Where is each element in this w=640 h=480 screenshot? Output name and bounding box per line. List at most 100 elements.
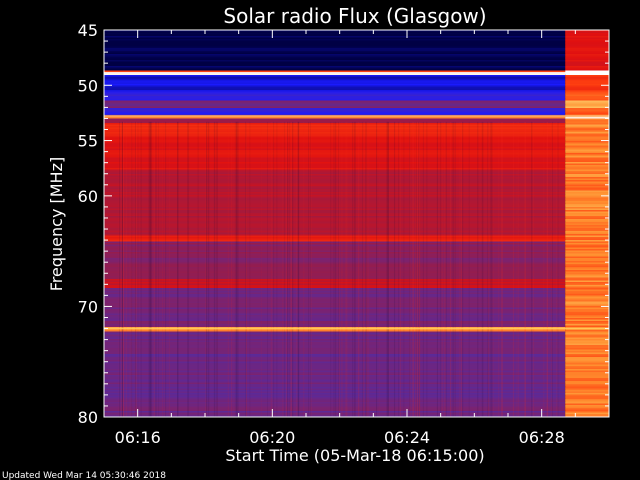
spectrogram-row bbox=[104, 76, 566, 79]
spectrogram-row bbox=[104, 198, 566, 200]
texture-streak bbox=[177, 121, 179, 417]
burst-row bbox=[565, 279, 609, 281]
texture-streak bbox=[309, 121, 311, 417]
burst-row bbox=[565, 270, 609, 272]
burst-row bbox=[565, 43, 609, 46]
burst-row bbox=[565, 226, 609, 229]
burst-row bbox=[565, 294, 609, 296]
spectrogram-row bbox=[104, 40, 566, 43]
texture-streak bbox=[387, 121, 388, 417]
spectrogram-row bbox=[104, 361, 566, 364]
spectrogram-row bbox=[104, 61, 566, 64]
spectrogram-row bbox=[104, 94, 566, 97]
texture-streak bbox=[135, 121, 136, 417]
burst-row bbox=[565, 351, 609, 353]
burst-row bbox=[565, 277, 609, 280]
burst-row bbox=[565, 258, 609, 260]
texture-streak bbox=[289, 121, 291, 417]
spectrogram-row bbox=[104, 256, 566, 259]
spectrogram-row bbox=[104, 85, 566, 88]
burst-row bbox=[565, 310, 609, 313]
burst-row bbox=[565, 109, 609, 112]
texture-streak bbox=[233, 121, 235, 417]
spectrogram-row bbox=[104, 195, 566, 197]
burst-row bbox=[565, 219, 609, 221]
plot-area bbox=[104, 30, 609, 417]
texture-streak bbox=[358, 121, 360, 417]
spectrogram-row bbox=[104, 394, 566, 397]
spectrogram-row bbox=[104, 264, 566, 266]
spectrogram-row bbox=[104, 36, 566, 38]
spectrogram-row bbox=[104, 154, 566, 157]
texture-streak bbox=[140, 121, 142, 417]
burst-row bbox=[565, 147, 609, 149]
texture-streak bbox=[415, 121, 417, 417]
burst-row bbox=[565, 232, 609, 235]
burst-row bbox=[565, 318, 609, 320]
spectrogram-row bbox=[104, 169, 566, 172]
spectrogram-row bbox=[104, 211, 566, 214]
spectrogram-row bbox=[104, 280, 566, 283]
texture-streak bbox=[416, 121, 418, 417]
y-tick-labels: 45 50 55 60 70 80 bbox=[78, 21, 98, 427]
spectrogram-row bbox=[104, 222, 566, 224]
spectrogram-row bbox=[104, 132, 566, 134]
spectrogram-row bbox=[104, 267, 566, 269]
spectrogram-row bbox=[104, 276, 566, 278]
spectrogram-row bbox=[104, 88, 566, 91]
burst-row bbox=[565, 391, 609, 394]
texture-streak bbox=[330, 121, 332, 417]
spectrogram-row bbox=[104, 391, 566, 394]
burst-row bbox=[565, 282, 609, 284]
spectrogram-row bbox=[104, 288, 566, 290]
texture-streak bbox=[426, 121, 428, 417]
spectrogram-row bbox=[104, 252, 566, 254]
burst-row bbox=[565, 180, 609, 182]
burst-row bbox=[565, 273, 609, 275]
burst-row bbox=[565, 162, 609, 164]
texture-streak bbox=[468, 121, 470, 417]
burst-row bbox=[565, 192, 609, 194]
spectrogram-row bbox=[104, 237, 566, 239]
spectrogram-row bbox=[104, 81, 566, 83]
spectrogram-row bbox=[104, 295, 566, 298]
texture-streak bbox=[547, 121, 549, 417]
texture-streak bbox=[516, 121, 518, 417]
burst-row bbox=[565, 157, 609, 160]
burst-row bbox=[565, 31, 609, 34]
texture-streak bbox=[273, 121, 275, 417]
texture-streak bbox=[287, 121, 289, 417]
burst-row bbox=[565, 51, 609, 53]
spectrogram-row bbox=[104, 34, 566, 37]
texture-streak bbox=[308, 121, 309, 417]
texture-streak bbox=[543, 121, 545, 417]
spectrogram-row bbox=[104, 370, 566, 373]
spectrogram-row bbox=[104, 193, 566, 196]
spectrogram-row bbox=[104, 190, 566, 193]
texture-streak bbox=[367, 121, 369, 417]
burst-row bbox=[565, 255, 609, 257]
texture-streak bbox=[237, 121, 239, 417]
spectrogram-row bbox=[104, 177, 566, 179]
burst-row bbox=[565, 39, 609, 41]
spectrogram-row bbox=[104, 100, 566, 103]
texture-streak bbox=[205, 121, 207, 417]
burst-row bbox=[565, 328, 609, 331]
texture-streak bbox=[501, 121, 502, 417]
texture-streak bbox=[452, 121, 454, 417]
spectrogram-row bbox=[104, 225, 566, 227]
texture-streak bbox=[230, 121, 232, 417]
spectrogram-row bbox=[104, 219, 566, 221]
spectrogram-row bbox=[104, 294, 566, 296]
spectrogram-row bbox=[104, 318, 566, 320]
spectrogram-row bbox=[104, 166, 566, 169]
texture-streak bbox=[346, 121, 348, 417]
texture-streak bbox=[412, 121, 414, 417]
texture-streak bbox=[512, 121, 514, 417]
burst-row bbox=[565, 271, 609, 274]
texture-streak bbox=[236, 121, 238, 417]
burst-row bbox=[565, 405, 609, 407]
burst-row bbox=[565, 274, 609, 277]
burst-row bbox=[565, 108, 609, 110]
spectrogram-row bbox=[104, 165, 566, 167]
